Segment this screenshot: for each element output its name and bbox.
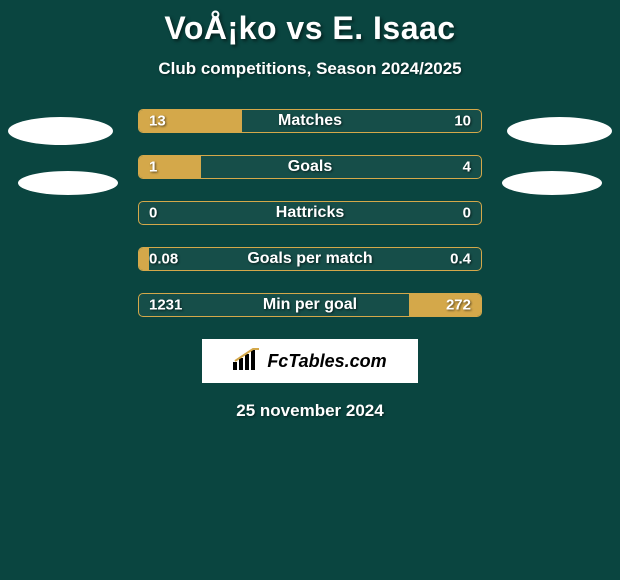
stat-label: Goals per match xyxy=(247,250,372,268)
stat-value-right: 272 xyxy=(446,297,471,314)
stat-value-left: 13 xyxy=(149,113,166,130)
bar-left xyxy=(139,248,149,270)
stat-label: Hattricks xyxy=(276,204,344,222)
chart-icon xyxy=(233,348,261,375)
stat-value-right: 0.4 xyxy=(450,251,471,268)
stat-rows: 13 Matches 10 1 Goals 4 0 Hattricks 0 xyxy=(138,109,482,317)
stat-row-goals-per-match: 0.08 Goals per match 0.4 xyxy=(138,247,482,271)
player-right-icon xyxy=(507,117,612,145)
stat-label: Goals xyxy=(288,158,332,176)
stat-row-hattricks: 0 Hattricks 0 xyxy=(138,201,482,225)
page-title: VoÅ¡ko vs E. Isaac xyxy=(0,10,620,47)
player-right-icon-shadow xyxy=(502,171,602,195)
stat-value-right: 0 xyxy=(463,205,471,222)
stat-row-matches: 13 Matches 10 xyxy=(138,109,482,133)
stat-value-left: 0 xyxy=(149,205,157,222)
subtitle: Club competitions, Season 2024/2025 xyxy=(0,59,620,79)
logo-text: FcTables.com xyxy=(267,351,386,372)
date-text: 25 november 2024 xyxy=(0,401,620,421)
stat-value-right: 10 xyxy=(454,113,471,130)
stat-value-left: 1 xyxy=(149,159,157,176)
stat-row-min-per-goal: 1231 Min per goal 272 xyxy=(138,293,482,317)
stat-value-left: 1231 xyxy=(149,297,182,314)
comparison-infographic: VoÅ¡ko vs E. Isaac Club competitions, Se… xyxy=(0,0,620,421)
stat-value-left: 0.08 xyxy=(149,251,178,268)
stat-row-goals: 1 Goals 4 xyxy=(138,155,482,179)
player-left-icon xyxy=(8,117,113,145)
stat-label: Min per goal xyxy=(263,296,357,314)
logo-box: FcTables.com xyxy=(202,339,418,383)
player-left-icon-shadow xyxy=(18,171,118,195)
stat-value-right: 4 xyxy=(463,159,471,176)
stat-label: Matches xyxy=(278,112,342,130)
stats-area: 13 Matches 10 1 Goals 4 0 Hattricks 0 xyxy=(0,109,620,317)
